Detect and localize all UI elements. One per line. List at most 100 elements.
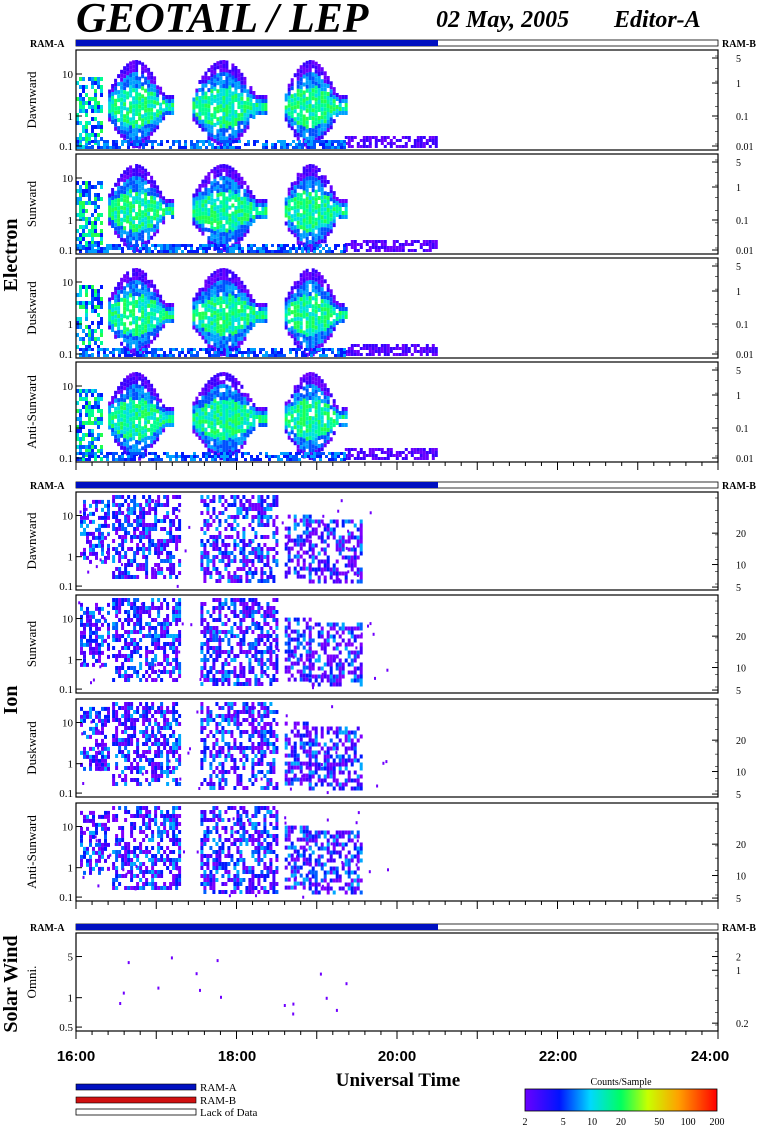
colorbar-tick-label: 50	[654, 1117, 664, 1128]
x-tick-label: 20:00	[378, 1048, 416, 1065]
y2-tick-label: 0.01	[736, 454, 754, 465]
panel-y-label: Duskward	[24, 281, 39, 335]
y2-tick-label: 1	[736, 391, 741, 402]
panel-ion-dawnward: Dawnward 10 1 0.1 20 10 5	[24, 491, 746, 594]
y2-tick-label: 1	[736, 287, 741, 298]
y2-tick-label: 0.2	[736, 1019, 749, 1030]
legend-label-ram-b: RAM-B	[200, 1095, 236, 1107]
x-axis-label: Universal Time	[336, 1070, 460, 1091]
y-tick-label: 1	[68, 759, 74, 771]
y2-tick-label: 0.01	[736, 350, 754, 361]
y2-tick-label: 5	[736, 583, 741, 594]
colorbar: Counts/Sample 2 5 10 20 50 100 200	[523, 1077, 725, 1128]
y-tick-label: 10	[62, 277, 74, 289]
legend-label-ram-a: RAM-A	[200, 1082, 237, 1094]
y2-tick-label: 0.01	[736, 142, 754, 153]
ram-a-label: RAM-A	[30, 481, 65, 492]
spectrogram	[76, 268, 438, 357]
y-tick-label: 0.1	[59, 349, 73, 361]
spectrogram	[78, 598, 389, 690]
colorbar-tick-label: 100	[681, 1117, 696, 1128]
legend-label-lack-of-data: Lack of Data	[200, 1107, 258, 1119]
ram-bar-ion: RAM-A RAM-B	[30, 481, 756, 492]
legend-swatch-ram-b	[75, 1096, 197, 1104]
group-label-solar-wind: Solar Wind	[0, 935, 22, 1032]
x-tick-label: 22:00	[539, 1048, 577, 1065]
y2-tick-label: 0.1	[736, 112, 749, 123]
y2-tick-label: 1	[736, 966, 741, 977]
y2-tick-label: 1	[736, 183, 741, 194]
y-tick-label: 10	[62, 381, 74, 393]
y2-tick-label: 5	[736, 894, 741, 905]
title: GEOTAIL / LEP	[76, 0, 369, 42]
ram-a-label: RAM-A	[30, 39, 65, 50]
y-tick-label: 0.1	[59, 788, 73, 800]
panel-y-label: Sunward	[24, 620, 39, 667]
ram-bar-electron: RAM-A RAM-B	[30, 39, 756, 50]
y2-tick-label: 0.1	[736, 216, 749, 227]
y2-tick-label: 20	[736, 736, 746, 747]
panel-y-label: Anti-Sunward	[24, 815, 39, 889]
ram-b-label: RAM-B	[722, 481, 756, 492]
y-tick-label: 1	[68, 993, 74, 1005]
x-tick-label: 16:00	[57, 1048, 95, 1065]
panel-frame	[75, 698, 719, 798]
spectrogram	[79, 495, 372, 588]
panel-electron-anti-sunward: Anti-Sunward 10 1 0.1 5 1 0.1 0.01	[24, 361, 754, 470]
spectrogram	[76, 164, 438, 253]
group-label-electron: Electron	[0, 219, 22, 292]
panel-ion-anti-sunward: Anti-Sunward 10 1 0.1 20 10 5	[24, 802, 746, 909]
colorbar-tick-label: 200	[710, 1117, 725, 1128]
spectrogram	[76, 60, 438, 149]
y-tick-label: 1	[68, 552, 74, 564]
colorbar-tick-label: 10	[587, 1117, 597, 1128]
ram-a-label: RAM-A	[30, 923, 65, 934]
y-tick-label: 10	[62, 173, 74, 185]
y2-tick-label: 2	[736, 953, 741, 964]
y-tick-label: 1	[68, 111, 74, 123]
panel-y-label: Sunward	[24, 180, 39, 227]
y-tick-label: 10	[62, 511, 74, 523]
x-tick-label: 18:00	[218, 1048, 256, 1065]
group-label-ion: Ion	[0, 686, 22, 715]
y2-tick-label: 0.1	[736, 320, 749, 331]
ram-b-label: RAM-B	[722, 923, 756, 934]
y-tick-label: 0.5	[59, 1022, 73, 1034]
panel-electron-dawnward: Dawnward 10 1 0.1 5 1 0.1 0.01	[24, 49, 754, 153]
spectrogram	[119, 956, 348, 1016]
colorbar-gradient	[524, 1088, 718, 1112]
y-tick-label: 1	[68, 215, 74, 227]
y2-tick-label: 5	[736, 366, 741, 377]
colorbar-tick-label: 5	[561, 1117, 566, 1128]
panel-electron-duskward: Duskward 10 1 0.1 5 1 0.1 0.01	[24, 257, 754, 361]
y2-tick-label: 5	[736, 790, 741, 801]
y2-tick-label: 20	[736, 529, 746, 540]
y2-tick-label: 1	[736, 79, 741, 90]
panel-y-label: Duskward	[24, 721, 39, 775]
panel-sw-omni-: Omni. 5 1 0.5 2 1 0.2	[24, 932, 749, 1039]
y2-tick-label: 5	[736, 158, 741, 169]
spectrogram	[80, 702, 388, 795]
y-tick-label: 10	[62, 614, 74, 626]
y2-tick-label: 5	[736, 54, 741, 65]
legend-swatch-lack-of-data	[75, 1108, 197, 1116]
y-tick-label: 10	[62, 69, 74, 81]
y2-tick-label: 10	[736, 768, 746, 779]
y2-tick-label: 5	[736, 262, 741, 273]
ram-b-label: RAM-B	[722, 39, 756, 50]
legend-swatch-ram-a	[75, 1083, 197, 1091]
panel-frame	[75, 49, 719, 151]
y-tick-label: 0.1	[59, 581, 73, 593]
panel-y-label: Dawnward	[24, 512, 39, 570]
panel-ion-sunward: Sunward 10 1 0.1 20 10 5	[24, 594, 746, 697]
x-axis: 16:00 18:00 20:00 22:00 24:00 Universal …	[57, 1048, 729, 1091]
y-tick-label: 5	[68, 952, 74, 964]
panel-y-label: Omni.	[24, 966, 39, 999]
y2-tick-label: 0.1	[736, 424, 749, 435]
panel-frame	[75, 153, 719, 255]
y2-tick-label: 20	[736, 840, 746, 851]
y2-tick-label: 20	[736, 632, 746, 643]
panel-y-label: Anti-Sunward	[24, 375, 39, 449]
y-tick-label: 0.1	[59, 684, 73, 696]
